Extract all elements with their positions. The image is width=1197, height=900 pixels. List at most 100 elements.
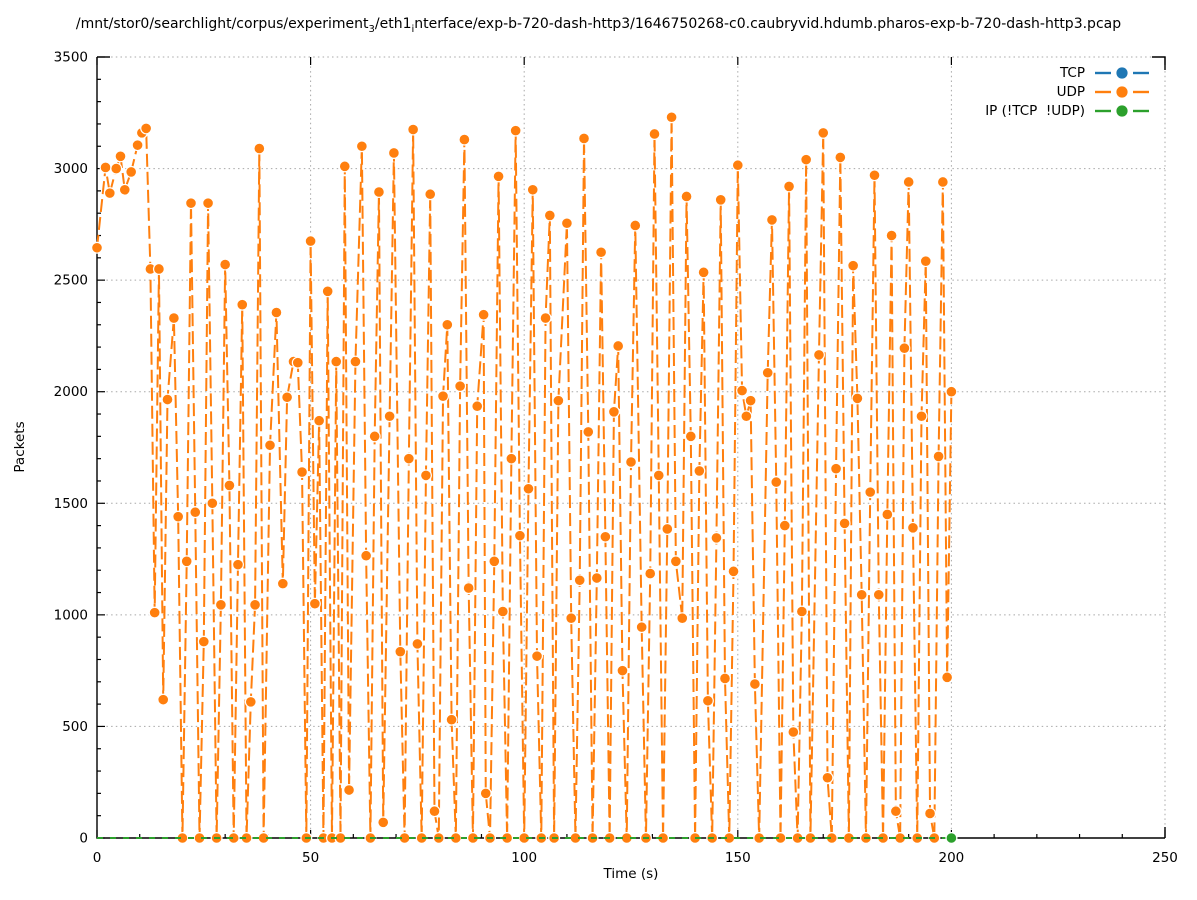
data-point [114,150,127,163]
data-point [509,124,522,137]
data-point [264,439,277,452]
y-tick-label: 500 [62,719,88,735]
data-point [330,355,343,368]
data-point [458,133,471,146]
data-point [868,169,881,182]
data-point [881,508,894,521]
data-point [488,555,501,568]
legend-item-tcp: TCP [1060,63,1149,82]
data-point [180,555,193,568]
x-tick-label: 200 [939,850,965,866]
data-point [838,517,851,530]
y-tick-label: 2500 [54,273,88,289]
data-point [783,180,796,193]
data-point [872,588,885,601]
data-point [276,577,289,590]
data-point [795,605,808,618]
data-point [140,122,153,135]
data-point [321,285,334,298]
data-point [731,159,744,172]
data-point [821,771,834,784]
data-point [445,713,458,726]
data-point [360,549,373,562]
data-point [945,385,958,398]
legend-label: IP (!TCP !UDP) [985,102,1085,119]
data-point [206,497,219,510]
data-point [543,209,556,222]
data-point [110,162,123,175]
data-point [496,605,509,618]
data-point [834,151,847,164]
data-point [624,456,637,469]
data-point [99,161,112,174]
data-point [368,430,381,443]
data-point [157,693,170,706]
data-point [189,506,202,519]
legend-line-dot-icon [1095,66,1149,79]
data-point [740,410,753,423]
data-point [744,394,757,407]
data-point [652,469,665,482]
data-point [770,476,783,489]
data-point [915,410,928,423]
data-point [202,197,215,210]
data-point [629,219,642,232]
data-point [214,598,227,611]
data-point [355,140,368,153]
data-point [812,348,825,361]
data-point [718,672,731,685]
data-point [676,612,689,625]
series-line [96,117,953,839]
data-point [701,694,714,707]
data-point [125,165,138,178]
data-point [847,259,860,272]
data-point [851,392,864,405]
data-point [152,262,165,275]
data-point [855,588,868,601]
data-point [471,400,484,413]
y-tick-label: 2000 [54,384,88,400]
data-point [236,298,249,311]
data-point [343,784,356,797]
data-point [411,637,424,650]
data-point [573,574,586,587]
data-point [560,217,573,230]
legend-label: UDP [1056,83,1085,100]
data-point [223,479,236,492]
x-tick-label: 0 [93,850,102,866]
data-point [830,462,843,475]
x-tick-label: 150 [725,850,751,866]
chart-title: /mnt/stor0/searchlight/corpus/experiment… [76,16,1121,35]
data-point [612,339,625,352]
data-point [387,146,400,159]
data-point [296,466,309,479]
data-point [522,482,535,495]
y-tick-label: 1500 [54,496,88,512]
data-point [281,391,294,404]
data-point [941,671,954,684]
data-point [244,695,257,708]
data-point [595,246,608,259]
data-point [270,306,283,319]
y-tick-label: 1000 [54,607,88,623]
data-point [103,187,116,200]
data-point [714,193,727,206]
x-tick-label: 250 [1152,850,1178,866]
data-point [932,450,945,463]
data-point [727,565,740,578]
data-point [167,312,180,325]
data-point [919,255,932,268]
data-point [479,787,492,800]
data-point [313,414,326,427]
data-point [936,175,949,188]
y-tick-label: 3500 [54,50,88,66]
legend-item-udp: UDP [1057,82,1149,101]
data-point [304,235,317,248]
data-point [765,213,778,226]
data-point [308,597,321,610]
data-point [90,241,103,254]
legend-line-dot-icon [1095,104,1149,117]
x-tick-label: 100 [511,850,537,866]
